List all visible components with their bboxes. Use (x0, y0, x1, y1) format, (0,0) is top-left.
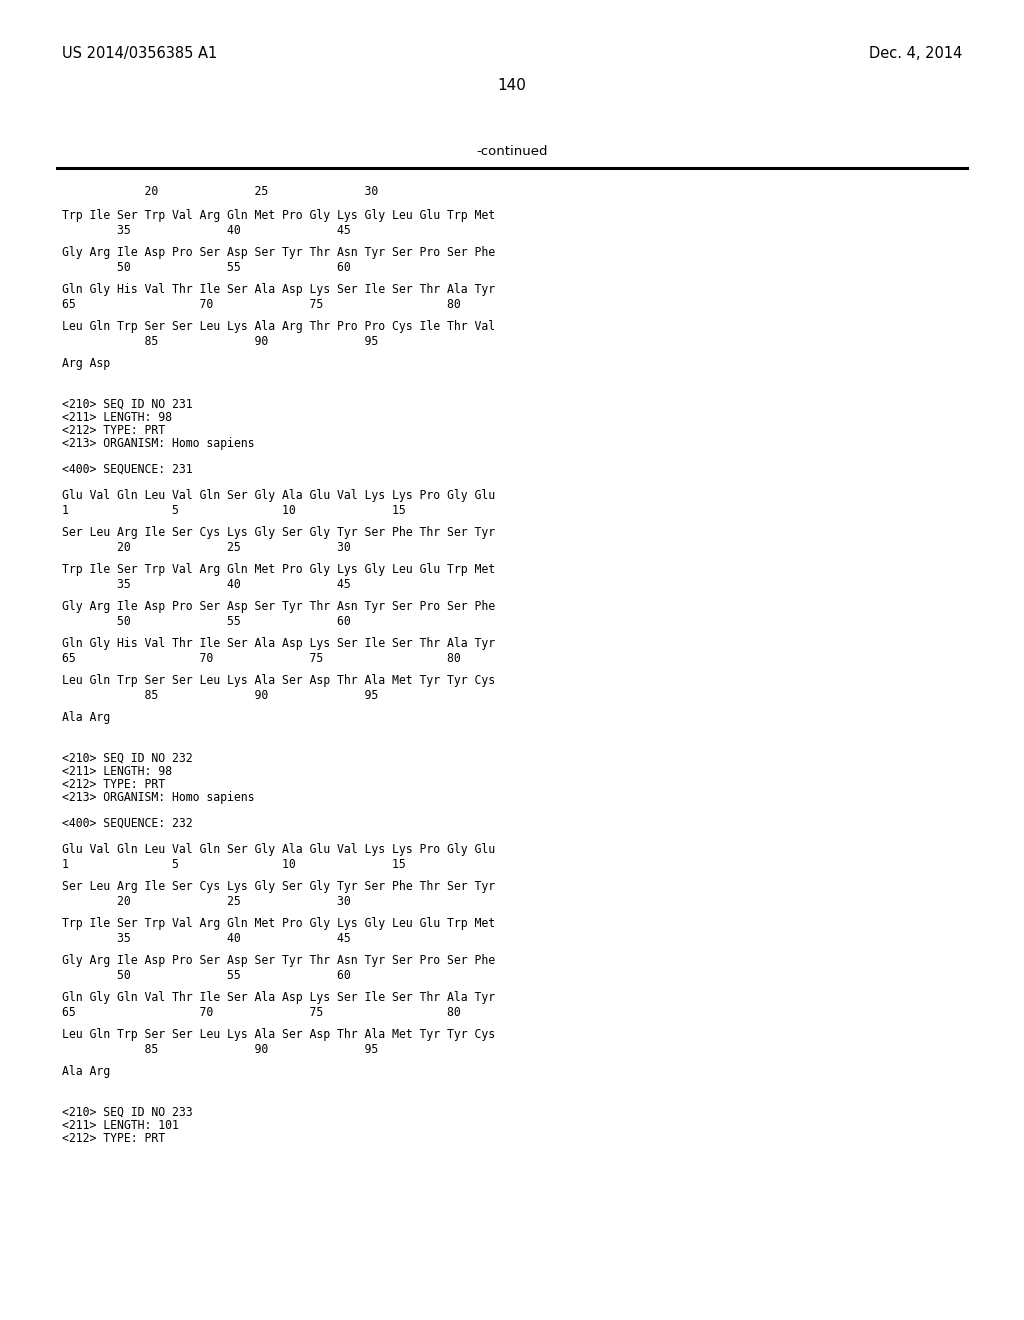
Text: US 2014/0356385 A1: US 2014/0356385 A1 (62, 46, 217, 61)
Text: <212> TYPE: PRT: <212> TYPE: PRT (62, 424, 165, 437)
Text: 35              40              45: 35 40 45 (62, 932, 351, 945)
Text: <211> LENGTH: 98: <211> LENGTH: 98 (62, 766, 172, 777)
Text: 35              40              45: 35 40 45 (62, 578, 351, 591)
Text: Leu Gln Trp Ser Ser Leu Lys Ala Arg Thr Pro Pro Cys Ile Thr Val: Leu Gln Trp Ser Ser Leu Lys Ala Arg Thr … (62, 319, 496, 333)
Text: 85              90              95: 85 90 95 (62, 689, 378, 702)
Text: Ala Arg: Ala Arg (62, 711, 111, 723)
Text: Trp Ile Ser Trp Val Arg Gln Met Pro Gly Lys Gly Leu Glu Trp Met: Trp Ile Ser Trp Val Arg Gln Met Pro Gly … (62, 564, 496, 576)
Text: Ala Arg: Ala Arg (62, 1065, 111, 1078)
Text: <210> SEQ ID NO 233: <210> SEQ ID NO 233 (62, 1106, 193, 1119)
Text: <212> TYPE: PRT: <212> TYPE: PRT (62, 1133, 165, 1144)
Text: 50              55              60: 50 55 60 (62, 615, 351, 628)
Text: 20              25              30: 20 25 30 (62, 541, 351, 554)
Text: Leu Gln Trp Ser Ser Leu Lys Ala Ser Asp Thr Ala Met Tyr Tyr Cys: Leu Gln Trp Ser Ser Leu Lys Ala Ser Asp … (62, 1028, 496, 1041)
Text: 65                  70              75                  80: 65 70 75 80 (62, 1006, 461, 1019)
Text: Gln Gly Gln Val Thr Ile Ser Ala Asp Lys Ser Ile Ser Thr Ala Tyr: Gln Gly Gln Val Thr Ile Ser Ala Asp Lys … (62, 991, 496, 1005)
Text: <213> ORGANISM: Homo sapiens: <213> ORGANISM: Homo sapiens (62, 791, 255, 804)
Text: <211> LENGTH: 98: <211> LENGTH: 98 (62, 411, 172, 424)
Text: 20              25              30: 20 25 30 (62, 895, 351, 908)
Text: Gln Gly His Val Thr Ile Ser Ala Asp Lys Ser Ile Ser Thr Ala Tyr: Gln Gly His Val Thr Ile Ser Ala Asp Lys … (62, 282, 496, 296)
Text: Leu Gln Trp Ser Ser Leu Lys Ala Ser Asp Thr Ala Met Tyr Tyr Cys: Leu Gln Trp Ser Ser Leu Lys Ala Ser Asp … (62, 675, 496, 686)
Text: Trp Ile Ser Trp Val Arg Gln Met Pro Gly Lys Gly Leu Glu Trp Met: Trp Ile Ser Trp Val Arg Gln Met Pro Gly … (62, 917, 496, 931)
Text: <212> TYPE: PRT: <212> TYPE: PRT (62, 777, 165, 791)
Text: 20              25              30: 20 25 30 (62, 185, 378, 198)
Text: <211> LENGTH: 101: <211> LENGTH: 101 (62, 1119, 179, 1133)
Text: 85              90              95: 85 90 95 (62, 1043, 378, 1056)
Text: 50              55              60: 50 55 60 (62, 969, 351, 982)
Text: Arg Asp: Arg Asp (62, 356, 111, 370)
Text: 1               5               10              15: 1 5 10 15 (62, 858, 406, 871)
Text: Gly Arg Ile Asp Pro Ser Asp Ser Tyr Thr Asn Tyr Ser Pro Ser Phe: Gly Arg Ile Asp Pro Ser Asp Ser Tyr Thr … (62, 601, 496, 612)
Text: 35              40              45: 35 40 45 (62, 224, 351, 238)
Text: <400> SEQUENCE: 231: <400> SEQUENCE: 231 (62, 463, 193, 477)
Text: 50              55              60: 50 55 60 (62, 261, 351, 275)
Text: Glu Val Gln Leu Val Gln Ser Gly Ala Glu Val Lys Lys Pro Gly Glu: Glu Val Gln Leu Val Gln Ser Gly Ala Glu … (62, 843, 496, 855)
Text: 85              90              95: 85 90 95 (62, 335, 378, 348)
Text: <213> ORGANISM: Homo sapiens: <213> ORGANISM: Homo sapiens (62, 437, 255, 450)
Text: Gln Gly His Val Thr Ile Ser Ala Asp Lys Ser Ile Ser Thr Ala Tyr: Gln Gly His Val Thr Ile Ser Ala Asp Lys … (62, 638, 496, 649)
Text: Gly Arg Ile Asp Pro Ser Asp Ser Tyr Thr Asn Tyr Ser Pro Ser Phe: Gly Arg Ile Asp Pro Ser Asp Ser Tyr Thr … (62, 954, 496, 968)
Text: <400> SEQUENCE: 232: <400> SEQUENCE: 232 (62, 817, 193, 830)
Text: 1               5               10              15: 1 5 10 15 (62, 504, 406, 517)
Text: -continued: -continued (476, 145, 548, 158)
Text: <210> SEQ ID NO 232: <210> SEQ ID NO 232 (62, 752, 193, 766)
Text: Ser Leu Arg Ile Ser Cys Lys Gly Ser Gly Tyr Ser Phe Thr Ser Tyr: Ser Leu Arg Ile Ser Cys Lys Gly Ser Gly … (62, 880, 496, 894)
Text: <210> SEQ ID NO 231: <210> SEQ ID NO 231 (62, 399, 193, 411)
Text: Ser Leu Arg Ile Ser Cys Lys Gly Ser Gly Tyr Ser Phe Thr Ser Tyr: Ser Leu Arg Ile Ser Cys Lys Gly Ser Gly … (62, 525, 496, 539)
Text: Dec. 4, 2014: Dec. 4, 2014 (868, 46, 962, 61)
Text: Gly Arg Ile Asp Pro Ser Asp Ser Tyr Thr Asn Tyr Ser Pro Ser Phe: Gly Arg Ile Asp Pro Ser Asp Ser Tyr Thr … (62, 246, 496, 259)
Text: 65                  70              75                  80: 65 70 75 80 (62, 652, 461, 665)
Text: Trp Ile Ser Trp Val Arg Gln Met Pro Gly Lys Gly Leu Glu Trp Met: Trp Ile Ser Trp Val Arg Gln Met Pro Gly … (62, 209, 496, 222)
Text: 65                  70              75                  80: 65 70 75 80 (62, 298, 461, 312)
Text: 140: 140 (498, 78, 526, 92)
Text: Glu Val Gln Leu Val Gln Ser Gly Ala Glu Val Lys Lys Pro Gly Glu: Glu Val Gln Leu Val Gln Ser Gly Ala Glu … (62, 488, 496, 502)
